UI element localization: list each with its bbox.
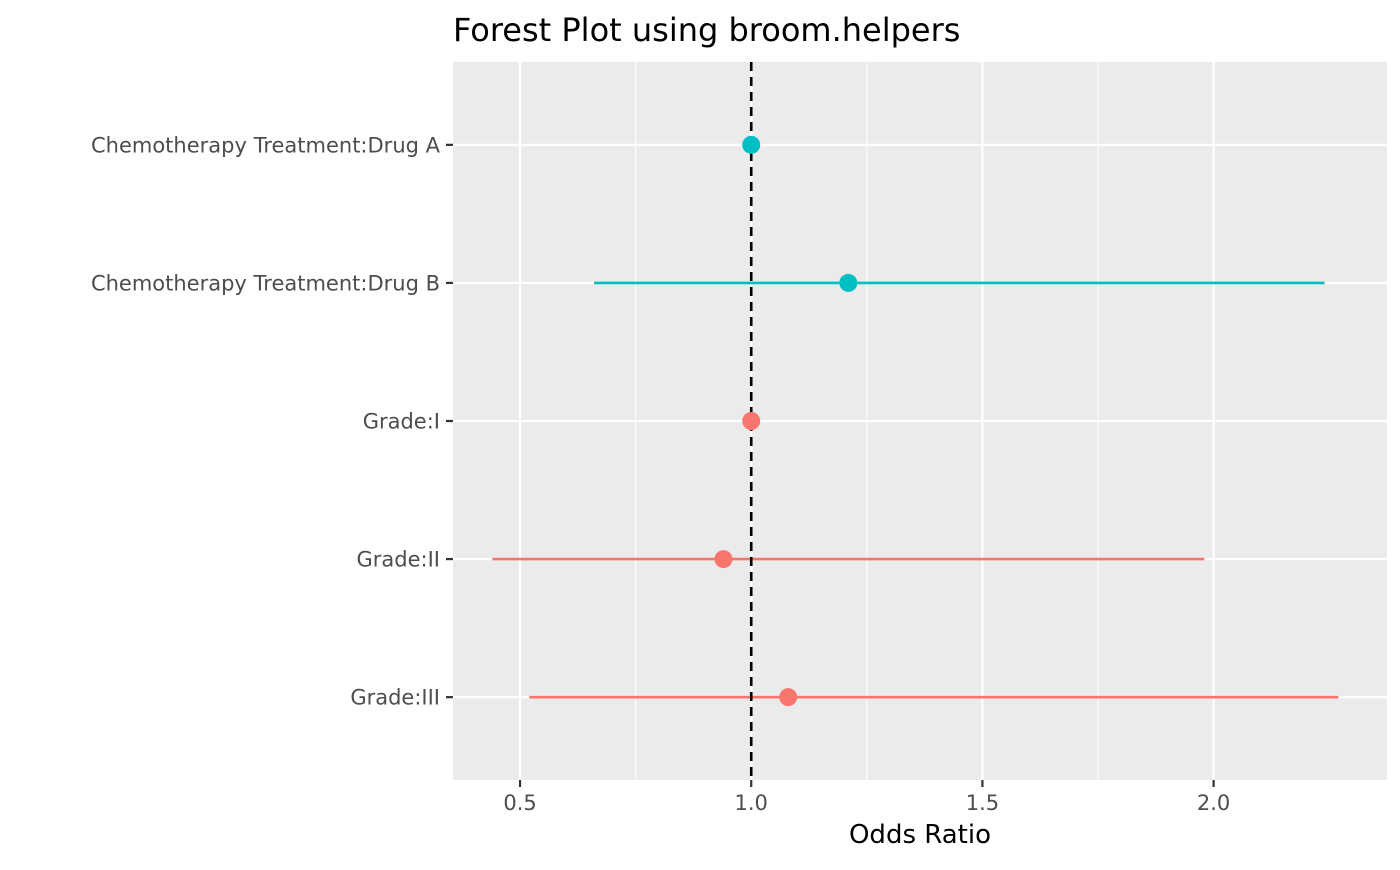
y-tick-label: Grade:III (350, 686, 440, 710)
x-tick-label: 1.0 (735, 791, 768, 815)
x-tick-label: 1.5 (966, 791, 999, 815)
estimate-point (742, 135, 761, 154)
y-tick-label: Grade:II (357, 548, 441, 572)
estimate-point (742, 412, 761, 430)
x-tick-label: 0.5 (503, 791, 536, 815)
x-axis: 0.5 1.0 1.5 2.0 (503, 780, 1230, 815)
y-tick-label: Chemotherapy Treatment:Drug B (91, 271, 440, 295)
estimate-point (839, 273, 858, 292)
estimate-point (779, 688, 798, 707)
y-axis: Chemotherapy Treatment:Drug A Chemotherap… (91, 133, 453, 710)
y-tick-label: Chemotherapy Treatment:Drug A (91, 133, 441, 157)
estimate-point (714, 550, 733, 569)
chart-title: Forest Plot using broom.helpers (453, 11, 960, 49)
confidence-intervals (492, 281, 1339, 699)
x-tick-label: 2.0 (1197, 791, 1230, 815)
y-tick-label: Grade:I (363, 410, 440, 434)
estimate-points (714, 135, 858, 707)
x-axis-title: Odds Ratio (849, 820, 991, 850)
